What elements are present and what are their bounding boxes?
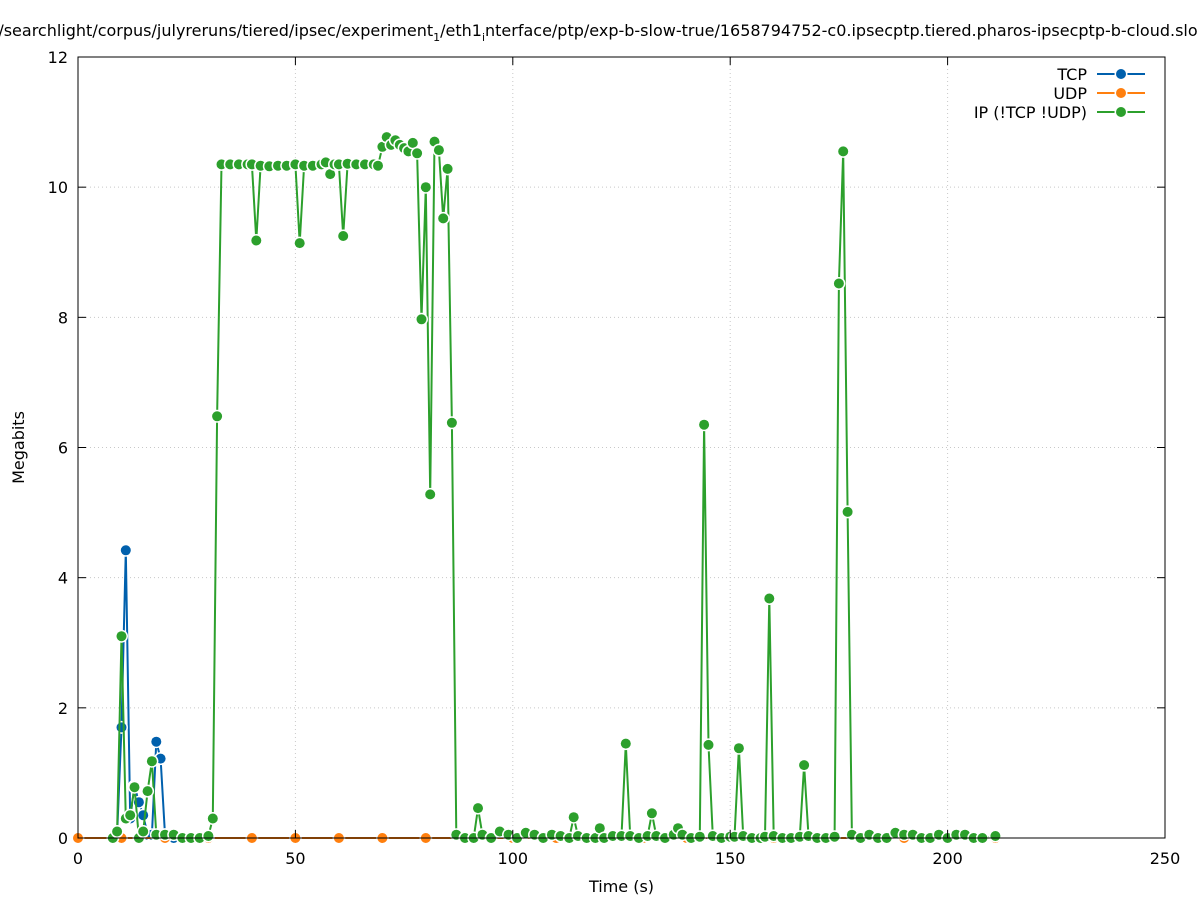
grid-lines [78, 57, 1165, 838]
data-point [138, 810, 149, 821]
data-point [838, 146, 849, 157]
legend-label: TCP [1056, 65, 1087, 84]
legend-entry: UDP [1053, 84, 1145, 103]
data-point [299, 160, 310, 171]
data-point [325, 169, 336, 180]
legend-marker [1116, 69, 1126, 79]
legend-marker [1116, 88, 1126, 98]
data-point [620, 738, 631, 749]
y-tick-label: 2 [58, 699, 68, 718]
data-point [351, 159, 362, 170]
series-layer [71, 130, 1002, 845]
chart-title-subscript: 1 [433, 31, 440, 44]
data-point [764, 593, 775, 604]
data-point [112, 826, 123, 837]
axis-ticks: 0 50 100 150 200 250 0 2 4 6 8 10 12 [48, 48, 1181, 868]
data-point [416, 314, 427, 325]
legend-entry: IP (!TCP !UDP) [974, 103, 1145, 122]
data-point [699, 419, 710, 430]
data-point [842, 506, 853, 517]
data-point [116, 631, 127, 642]
data-point [373, 160, 383, 171]
plot-frame [77, 56, 1166, 839]
data-point [116, 722, 127, 733]
data-point [412, 148, 423, 159]
data-point [212, 411, 223, 422]
data-point [138, 826, 149, 837]
y-tick-label: 10 [48, 178, 68, 197]
data-point [203, 831, 214, 841]
data-point [829, 831, 840, 842]
data-point [146, 756, 157, 767]
data-point [899, 829, 910, 840]
data-point [446, 417, 457, 428]
data-point [360, 159, 370, 170]
data-point [129, 782, 140, 793]
y-tick-label: 0 [58, 829, 68, 848]
data-point [733, 743, 744, 754]
data-point [990, 831, 1001, 841]
data-point [833, 278, 844, 289]
series-ip [106, 130, 1002, 845]
series-line [111, 136, 996, 839]
chart-title-part: nterface/ptp/exp-b-slow-true/1658794752-… [485, 21, 1197, 40]
data-point [694, 831, 705, 842]
y-axis-title: Megabits [9, 411, 28, 484]
data-point [568, 812, 579, 823]
x-tick-label: 150 [715, 849, 746, 868]
data-point [294, 238, 305, 249]
y-tick-label: 4 [58, 569, 68, 588]
data-point [273, 160, 283, 171]
chart-title-subscript: i [482, 31, 485, 44]
data-point [216, 159, 227, 170]
data-point [425, 489, 436, 500]
data-point [160, 829, 170, 840]
data-point [120, 545, 131, 556]
data-point [251, 235, 262, 246]
data-point [799, 760, 810, 771]
data-point [142, 786, 153, 797]
x-tick-label: 0 [73, 849, 83, 868]
legend-label: IP (!TCP !UDP) [974, 103, 1087, 122]
data-point [473, 803, 483, 814]
data-point [594, 823, 605, 834]
data-point [207, 813, 218, 824]
data-point [703, 739, 714, 750]
chart-title-part: /eth1 [440, 21, 482, 40]
x-tick-label: 100 [498, 849, 529, 868]
y-tick-label: 8 [58, 308, 68, 327]
data-point [420, 182, 431, 193]
y-tick-label: 12 [48, 48, 68, 67]
data-point [407, 137, 418, 148]
data-point [646, 808, 657, 819]
chart-title: /searchlight/corpus/julyreruns/tiered/ip… [0, 21, 1197, 44]
chart-title-part: /searchlight/corpus/julyreruns/tiered/ip… [0, 21, 433, 40]
legend-label: UDP [1053, 84, 1087, 103]
data-point [151, 829, 162, 840]
legend-marker [1116, 107, 1126, 117]
data-point [433, 145, 444, 156]
x-tick-label: 50 [285, 849, 305, 868]
x-axis-title: Time (s) [588, 877, 654, 896]
y-tick-label: 6 [58, 439, 68, 458]
data-point [125, 810, 136, 821]
data-point [951, 829, 962, 840]
data-point [438, 213, 449, 224]
data-point [233, 159, 244, 170]
legend-entry: TCP [1056, 65, 1145, 84]
x-tick-label: 200 [932, 849, 963, 868]
data-point [225, 159, 236, 170]
data-point [442, 163, 453, 174]
x-tick-label: 250 [1150, 849, 1181, 868]
data-point [151, 736, 162, 747]
data-point [338, 231, 349, 241]
